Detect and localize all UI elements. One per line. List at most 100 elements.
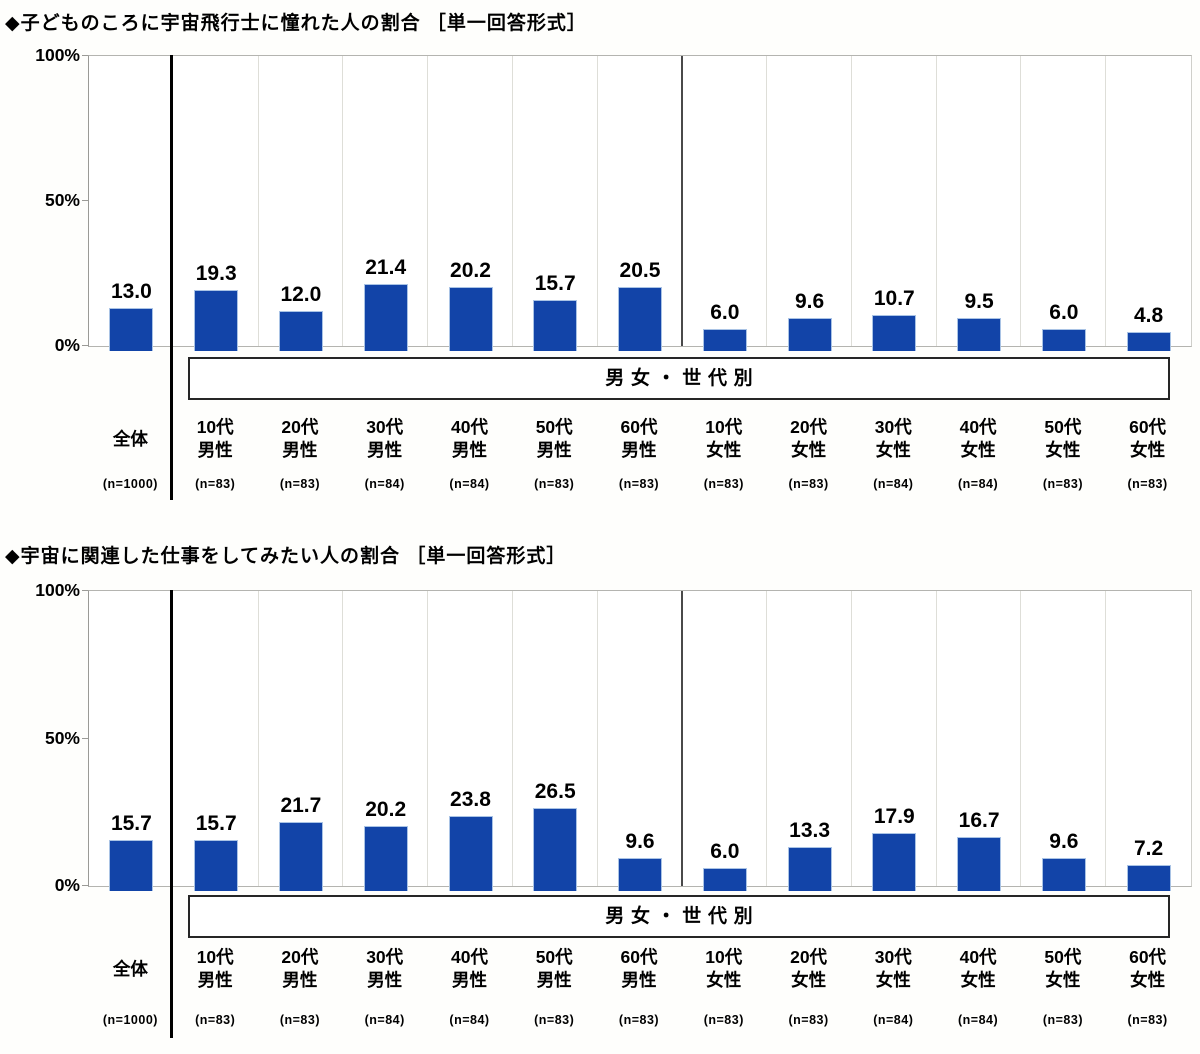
category-label-line: 男性 xyxy=(197,440,233,460)
category-label-50代女性: 50代女性 xyxy=(1021,946,1106,992)
y-axis-label: 50% xyxy=(44,190,80,210)
category-label-line: 男性 xyxy=(536,970,572,990)
category-label-line: 20代 xyxy=(281,947,319,967)
gender-divider-line xyxy=(681,56,683,346)
category-label-30代女性: 30代 女性 xyxy=(851,416,936,462)
sample-size-label: (n=1000) xyxy=(102,477,158,491)
sample-size-label: (n=1000) xyxy=(102,1013,158,1027)
sample-size-label: (n=84) xyxy=(958,1013,999,1027)
category-label-line: 男性 xyxy=(536,440,572,460)
category-label-40代女性: 40代 女性 xyxy=(936,946,1021,992)
bar-value-label: 26.5 xyxy=(534,780,576,803)
category-label-line: 男性 xyxy=(451,440,487,460)
sample-size-label: (n=83) xyxy=(618,1013,660,1027)
category-label-line: 50代 xyxy=(535,417,573,437)
category-label-line: 男性 xyxy=(621,440,657,460)
category-label-20代男性: 20代 男性 xyxy=(258,416,343,462)
column-gridline xyxy=(427,56,428,346)
category-label-全体: 全体 xyxy=(88,416,173,451)
bar-value-label: 20.2 xyxy=(450,259,491,282)
category-label-line: 男性 xyxy=(197,970,233,990)
bar-30代女性 xyxy=(872,833,917,891)
bar-30代男性 xyxy=(363,826,408,891)
y-axis-tick xyxy=(82,55,88,56)
category-label-40代女性: 40代 女性 xyxy=(936,416,1021,462)
chart-title: ◆子どものころに宇宙飛行士に憧れた人の割合 ［単一回答形式］ xyxy=(5,13,587,34)
bar-30代女性 xyxy=(872,315,917,351)
category-label-60代男性: 60代 男性 xyxy=(597,416,682,462)
sample-size-label: (n=84) xyxy=(449,1013,490,1027)
category-label-10代男性: 10代 男性 xyxy=(173,946,258,992)
column-gridline xyxy=(1020,56,1021,346)
bar-60代女性 xyxy=(1126,865,1171,891)
category-label-line: 女性 xyxy=(791,970,827,990)
sample-size-label: (n=84) xyxy=(449,477,490,491)
category-label-40代男性: 40代 男性 xyxy=(427,416,512,462)
category-label-50代女性: 50代女性 xyxy=(1021,416,1106,462)
y-axis-label: 0% xyxy=(54,335,80,355)
y-axis-tick xyxy=(82,345,88,346)
column-gridline xyxy=(597,56,598,346)
column-gridline xyxy=(851,56,852,346)
bar-60代男性 xyxy=(618,287,662,351)
bar-50代男性 xyxy=(533,300,578,351)
category-label-line: 全体 xyxy=(112,959,148,979)
category-label-line: 50代 xyxy=(1044,417,1082,437)
category-label-全体: 全体 xyxy=(88,946,173,981)
chart-title: ◆宇宙に関連した仕事をしてみたい人の割合 ［単一回答形式］ xyxy=(5,546,567,567)
category-label-line: 10代 xyxy=(705,417,743,437)
bar-value-label: 15.7 xyxy=(110,812,152,835)
category-label-30代男性: 30代 男性 xyxy=(342,946,427,992)
bar-value-label: 16.7 xyxy=(958,809,1000,832)
bar-50代女性 xyxy=(1041,858,1086,891)
bar-value-label: 9.6 xyxy=(794,290,825,313)
bar-value-label: 9.6 xyxy=(1049,830,1079,853)
category-label-line: 女性 xyxy=(1045,440,1081,460)
category-label-30代女性: 30代 女性 xyxy=(851,946,936,992)
sample-size-label: (n=84) xyxy=(958,477,999,491)
category-label-line: 男性 xyxy=(282,970,318,990)
sample-size-label: (n=83) xyxy=(788,1013,829,1027)
bar-40代女性 xyxy=(957,837,1002,891)
y-axis-label: 0% xyxy=(54,875,80,895)
sample-size-label: (n=83) xyxy=(534,477,575,491)
category-label-60代女性: 60代 女性 xyxy=(1105,416,1190,462)
column-gridline xyxy=(766,56,767,346)
category-label-line: 女性 xyxy=(706,440,742,460)
category-label-line: 60代 xyxy=(620,947,658,967)
column-gridline xyxy=(851,591,852,886)
bar-value-label: 13.0 xyxy=(110,280,152,303)
bar-value-label: 6.0 xyxy=(1049,301,1079,324)
category-label-line: 30代 xyxy=(874,947,912,967)
sample-size-label: (n=84) xyxy=(364,477,405,491)
category-label-line: 男性 xyxy=(451,970,487,990)
bar-value-label: 9.6 xyxy=(625,830,655,853)
y-axis-tick xyxy=(82,200,88,201)
category-label-line: 10代 xyxy=(196,417,234,437)
sample-size-label: (n=83) xyxy=(195,477,236,491)
sample-size-label: (n=83) xyxy=(703,1013,744,1027)
column-gridline xyxy=(1020,591,1021,886)
column-gridline xyxy=(512,56,513,346)
y-axis-tick xyxy=(82,590,88,591)
category-label-line: 20代 xyxy=(790,417,828,437)
bar-30代男性 xyxy=(363,284,408,351)
sample-size-label: (n=83) xyxy=(534,1013,575,1027)
category-label-line: 40代 xyxy=(451,947,488,967)
category-label-line: 50代 xyxy=(1044,947,1082,967)
column-gridline xyxy=(1105,591,1106,886)
category-label-10代女性: 10代 女性 xyxy=(681,946,766,992)
bar-40代男性 xyxy=(448,816,493,891)
sample-size-label: (n=83) xyxy=(788,477,829,491)
bar-10代男性 xyxy=(194,290,239,351)
category-label-line: 男性 xyxy=(282,440,318,460)
category-label-line: 男性 xyxy=(367,970,403,990)
bar-value-label: 20.5 xyxy=(619,259,661,282)
bar-value-label: 21.4 xyxy=(365,256,407,279)
category-label-line: 男性 xyxy=(621,970,657,990)
category-label-line: 女性 xyxy=(1045,970,1081,990)
bar-value-label: 4.8 xyxy=(1133,304,1164,327)
bar-20代男性 xyxy=(278,311,323,351)
category-label-20代女性: 20代 女性 xyxy=(766,416,851,462)
category-label-line: 40代 xyxy=(959,947,997,967)
